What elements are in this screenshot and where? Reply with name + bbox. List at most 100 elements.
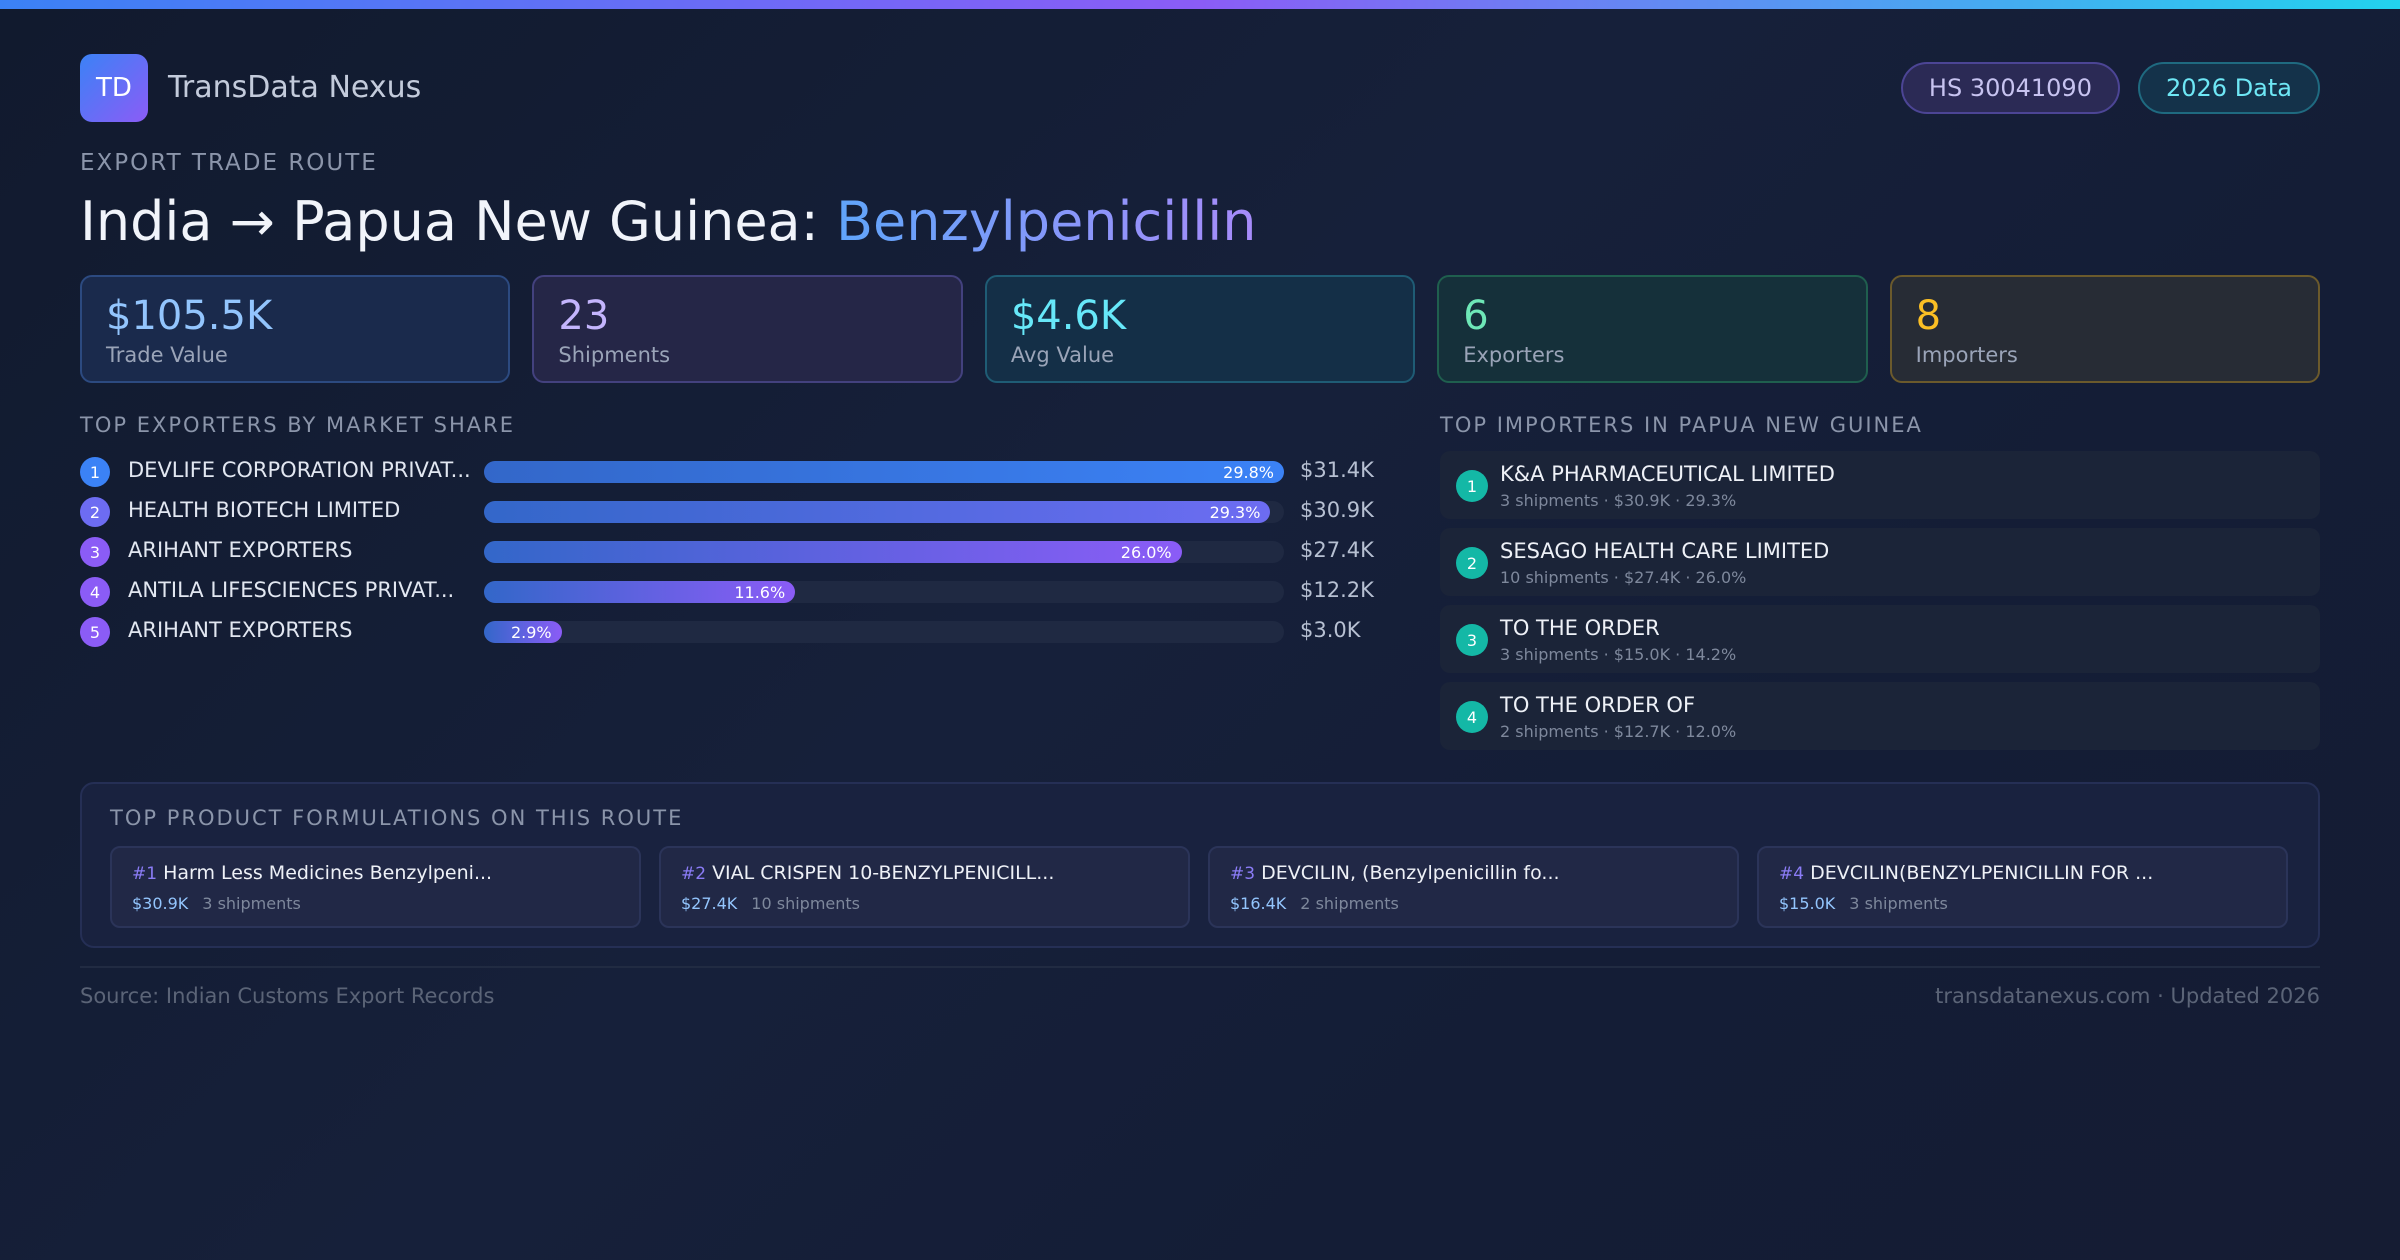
exporter-name: HEALTH BIOTECH LIMITED (128, 498, 401, 522)
product-meta: $27.4K 10 shipments (681, 894, 1168, 913)
product-rank: #4 (1779, 864, 1805, 884)
footer-divider (80, 966, 2320, 968)
product-meta: $15.0K 3 shipments (1779, 894, 2266, 913)
year-badge: 2026 Data (2137, 62, 2320, 114)
stat-value: $4.6K (1010, 293, 1127, 339)
importers-list: 1 K&A PHARMACEUTICAL LIMITED 3 shipments… (1440, 451, 2320, 750)
stat-label: Trade Value (106, 343, 228, 367)
exporter-value: $27.4K (1300, 538, 1374, 562)
exporter-rank: 3 (80, 537, 110, 567)
importers-title: TOP IMPORTERS IN PAPUA NEW GUINEA (1440, 413, 1923, 437)
share-bar-track: 11.6% (484, 581, 1284, 603)
products-panel: TOP PRODUCT FORMULATIONS ON THIS ROUTE #… (80, 782, 2320, 948)
product-value: $16.4K (1230, 894, 1287, 913)
product-heading: #2 VIAL CRISPEN 10-BENZYLPENICILL... (681, 862, 1168, 884)
importer-rank: 2 (1456, 547, 1488, 579)
product-heading: #4 DEVCILIN(BENZYLPENICILLIN FOR ... (1779, 862, 2266, 884)
product-card[interactable]: #1 Harm Less Medicines Benzylpeni... $30.… (110, 846, 641, 928)
product-card[interactable]: #4 DEVCILIN(BENZYLPENICILLIN FOR ... $15.… (1757, 846, 2288, 928)
footer-source: Source: Indian Customs Export Records (80, 984, 495, 1008)
importer-name: K&A PHARMACEUTICAL LIMITED (1500, 462, 1835, 486)
product-name: Harm Less Medicines Benzylpeni... (163, 862, 493, 884)
importer-meta: 10 shipments · $27.4K · 26.0% (1500, 568, 1747, 587)
product-card[interactable]: #3 DEVCILIN, (Benzylpenicillin fo... $16.… (1208, 846, 1739, 928)
footer-site-link[interactable]: transdatanexus.com · Updated 2026 (1935, 984, 2320, 1008)
importer-card[interactable]: 3 TO THE ORDER 3 shipments · $15.0K · 14… (1440, 605, 2320, 673)
exporters-list: 1 DEVLIFE CORPORATION PRIVAT... 29.8% $3… (80, 451, 1374, 651)
share-bar-fill: 26.0% (484, 541, 1182, 563)
stat-label: Importers (1915, 343, 2018, 367)
share-bar-track: 26.0% (484, 541, 1284, 563)
importers-panel: TOP IMPORTERS IN PAPUA NEW GUINEA 1 K&A … (1440, 413, 2320, 759)
share-bar-fill: 29.3% (484, 501, 1271, 523)
exporter-name: ARIHANT EXPORTERS (128, 538, 353, 562)
stat-cards: $105.5K Trade Value 23 Shipments $4.6K A… (80, 275, 2321, 383)
share-bar-fill: 29.8% (484, 461, 1284, 483)
hs-code-badge: HS 30041090 (1900, 62, 2120, 114)
exporter-name: ARIHANT EXPORTERS (128, 618, 353, 642)
share-bar-track: 2.9% (484, 621, 1284, 643)
exporter-row[interactable]: 2 HEALTH BIOTECH LIMITED 29.3% $30.9K (80, 491, 1374, 531)
share-bar-track: 29.8% (484, 461, 1284, 483)
middle-section: TOP EXPORTERS BY MARKET SHARE 1 DEVLIFE … (80, 413, 2320, 753)
exporters-panel: TOP EXPORTERS BY MARKET SHARE 1 DEVLIFE … (80, 413, 1374, 651)
product-name: VIAL CRISPEN 10-BENZYLPENICILL... (712, 862, 1055, 884)
stat-card-avg-value: $4.6K Avg Value (984, 275, 1416, 383)
stat-label: Shipments (558, 343, 671, 367)
exporter-row[interactable]: 3 ARIHANT EXPORTERS 26.0% $27.4K (80, 531, 1374, 571)
exporter-row[interactable]: 1 DEVLIFE CORPORATION PRIVAT... 29.8% $3… (80, 451, 1374, 491)
product-value: $15.0K (1779, 894, 1836, 913)
importer-rank: 4 (1456, 701, 1488, 733)
importer-rank: 1 (1456, 470, 1488, 502)
product-heading: #1 Harm Less Medicines Benzylpeni... (132, 862, 619, 884)
product-name: DEVCILIN(BENZYLPENICILLIN FOR ... (1810, 862, 2154, 884)
importer-meta: 3 shipments · $30.9K · 29.3% (1500, 491, 1737, 510)
page: TD TransData Nexus HS 30041090 2026 Data… (80, 54, 2321, 1008)
product-rank: #3 (1230, 864, 1256, 884)
product-name: DEVCILIN, (Benzylpenicillin fo... (1261, 862, 1560, 884)
share-bar-fill: 11.6% (484, 581, 796, 603)
exporter-rank: 2 (80, 497, 110, 527)
product-meta: $30.9K 3 shipments (132, 894, 619, 913)
stat-value: $105.5K (106, 293, 273, 339)
header: TD TransData Nexus HS 30041090 2026 Data (80, 54, 2320, 122)
products-title: TOP PRODUCT FORMULATIONS ON THIS ROUTE (110, 806, 684, 830)
importer-rank: 3 (1456, 624, 1488, 656)
product-rank: #1 (132, 864, 158, 884)
page-eyebrow: EXPORT TRADE ROUTE (80, 150, 378, 176)
exporter-row[interactable]: 5 ARIHANT EXPORTERS 2.9% $3.0K (80, 611, 1370, 651)
importer-name: TO THE ORDER (1500, 616, 1660, 640)
importer-meta: 2 shipments · $12.7K · 12.0% (1500, 722, 1737, 741)
importer-card[interactable]: 1 K&A PHARMACEUTICAL LIMITED 3 shipments… (1440, 451, 2320, 519)
importer-meta: 3 shipments · $15.0K · 14.2% (1500, 645, 1737, 664)
page-title: India → Papua New Guinea: Benzylpenicill… (80, 190, 2320, 253)
product-heading: #3 DEVCILIN, (Benzylpenicillin fo... (1230, 862, 1717, 884)
share-bar-fill: 2.9% (484, 621, 562, 643)
product-meta: $16.4K 2 shipments (1230, 894, 1717, 913)
importer-card[interactable]: 4 TO THE ORDER OF 2 shipments · $12.7K ·… (1440, 682, 2320, 750)
title-product: Benzylpenicillin (836, 190, 1257, 253)
stat-card-shipments: 23 Shipments (532, 275, 963, 383)
brand-logo: TD (80, 54, 148, 122)
stat-value: 23 (558, 293, 610, 339)
header-badges: HS 30041090 2026 Data (1900, 62, 2320, 114)
stat-label: Avg Value (1010, 343, 1115, 367)
exporter-rank: 4 (80, 577, 110, 607)
product-shipments: 3 shipments (1849, 894, 1948, 913)
product-card[interactable]: #2 VIAL CRISPEN 10-BENZYLPENICILL... $27.… (659, 846, 1190, 928)
importer-name: SESAGO HEALTH CARE LIMITED (1500, 539, 1830, 563)
product-value: $27.4K (681, 894, 738, 913)
products-grid: #1 Harm Less Medicines Benzylpeni... $30.… (110, 846, 2290, 928)
stat-card-trade-value: $105.5K Trade Value (80, 275, 511, 383)
importer-card[interactable]: 2 SESAGO HEALTH CARE LIMITED 10 shipment… (1440, 528, 2320, 596)
title-route: India → Papua New Guinea: (80, 190, 836, 253)
stat-value: 8 (1915, 293, 1942, 339)
product-value: $30.9K (132, 894, 189, 913)
stat-label: Exporters (1463, 343, 1565, 367)
exporter-name: DEVLIFE CORPORATION PRIVAT... (128, 458, 471, 482)
exporter-value: $30.9K (1300, 498, 1374, 522)
exporter-row[interactable]: 4 ANTILA LIFESCIENCES PRIVAT... 11.6% $1… (80, 571, 1374, 611)
exporter-rank: 5 (80, 617, 110, 647)
brand-name: TransData Nexus (168, 70, 422, 105)
share-bar-track: 29.3% (484, 501, 1284, 523)
